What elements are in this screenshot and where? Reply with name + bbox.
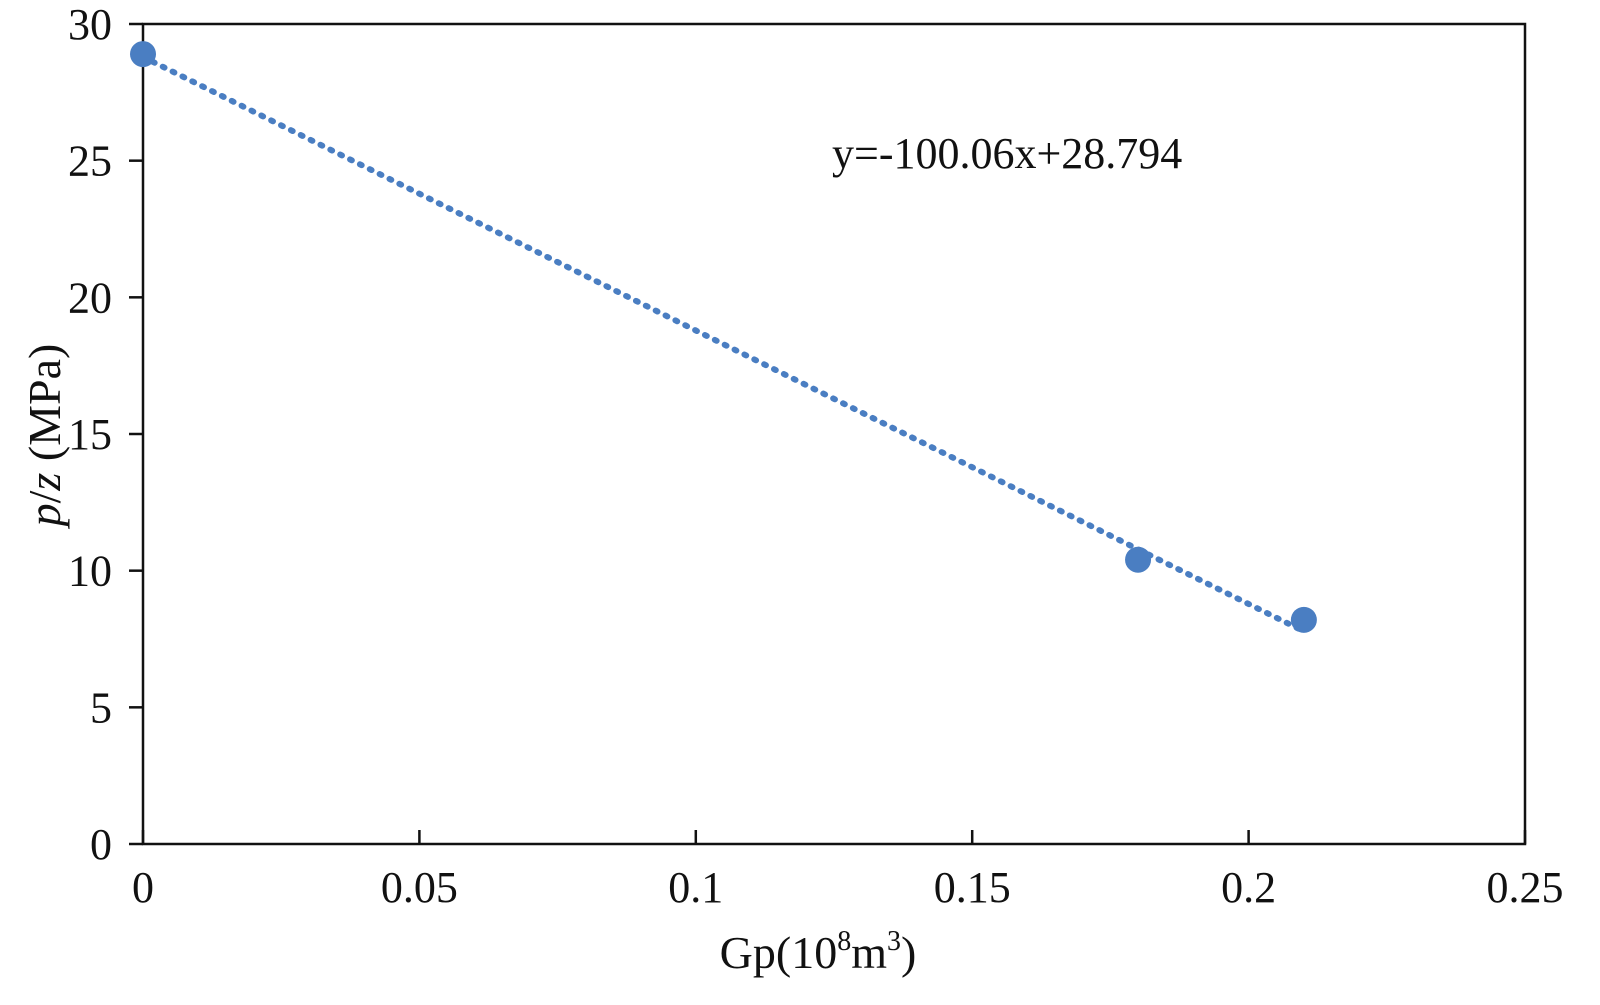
- x-tick-label-0: 0: [132, 863, 154, 912]
- data-point-2: [1290, 606, 1317, 633]
- y-tick-label-6: 30: [68, 0, 112, 49]
- y-axis-ticks: [129, 22, 143, 846]
- y-tick-label-4: 20: [68, 273, 112, 322]
- y-axis-tick-labels: 0 5 10 15 20 25 30: [68, 0, 112, 869]
- y-tick-label-2: 10: [68, 547, 112, 596]
- x-axis-ticks: [141, 830, 1527, 844]
- trendline: [140, 53, 1307, 635]
- x-axis-title: Gp(108m3): [720, 926, 917, 978]
- y-tick-label-1: 5: [90, 683, 112, 732]
- x-tick-label-3: 0.15: [934, 863, 1011, 912]
- x-tick-label-5: 0.25: [1487, 863, 1564, 912]
- trendline-equation: y=-100.06x+28.794: [832, 129, 1182, 178]
- x-tick-label-1: 0.05: [381, 863, 458, 912]
- data-point-0: [130, 41, 156, 68]
- x-tick-label-2: 0.1: [668, 863, 723, 912]
- y-tick-label-5: 25: [68, 137, 112, 186]
- data-points: [130, 41, 1317, 633]
- x-axis-tick-labels: 0 0.05 0.1 0.15 0.2 0.25: [132, 863, 1564, 912]
- data-point-1: [1125, 546, 1152, 573]
- y-tick-label-3: 15: [68, 410, 112, 459]
- y-axis-title: p/z (MPa): [19, 344, 70, 530]
- x-tick-label-4: 0.2: [1221, 863, 1276, 912]
- y-tick-label-0: 0: [90, 820, 112, 869]
